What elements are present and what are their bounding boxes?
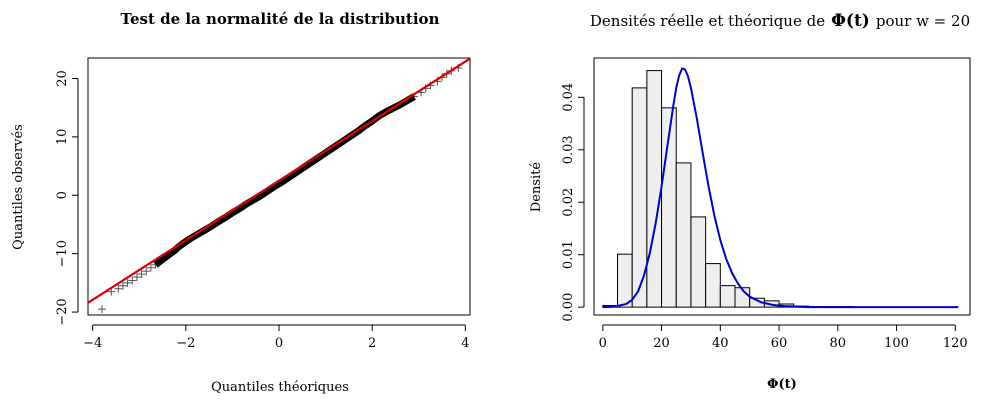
density-x-axis: 0 20 40 60 80 100 120 [599, 324, 968, 351]
qq-point [137, 270, 146, 279]
qq-x-tick-label: −2 [176, 336, 195, 351]
density-x-tick-label: 80 [830, 336, 847, 351]
qq-y-tick-label: 0 [55, 191, 70, 199]
qq-plot-title: Test de la normalité de la distribution [121, 10, 440, 28]
density-title-main: Densités réelle et théorique de [590, 12, 825, 30]
density-y-tick-label: 0.00 [561, 293, 576, 322]
density-y-tick-label: 0.02 [561, 188, 576, 217]
density-panel: Densités réelle et théorique de Φ(t) pour … [529, 11, 971, 392]
density-x-tick-label: 120 [943, 336, 968, 351]
histogram-bar [705, 263, 721, 308]
density-y-tick-label: 0.03 [561, 135, 576, 164]
qq-point [97, 305, 106, 314]
density-title: Densités réelle et théorique de Φ(t) pour … [590, 11, 970, 31]
qq-reference-line [88, 58, 470, 305]
histogram-bar [646, 70, 663, 308]
qq-point [128, 276, 137, 285]
histogram-bar [675, 162, 692, 308]
density-x-tick-label: 0 [599, 336, 607, 351]
histogram-bar [690, 216, 707, 308]
density-y-tick-label: 0.01 [561, 240, 576, 269]
qq-point [142, 267, 151, 276]
qq-x-tick-label: 2 [368, 336, 376, 351]
qq-y-tick-label: 10 [55, 129, 70, 146]
histogram-bars [602, 70, 853, 308]
histogram-bar [617, 253, 633, 308]
qq-point [146, 263, 155, 272]
density-y-axis-label: Densité [529, 162, 544, 213]
density-x-tick-label: 60 [771, 336, 788, 351]
qq-plot-frame [87, 57, 471, 316]
theoretical-density-curve [602, 67, 959, 309]
qq-points [97, 63, 463, 314]
density-x-tick-label: 20 [653, 336, 670, 351]
qq-x-tick-label: −4 [83, 336, 102, 351]
qq-point [114, 284, 123, 293]
qq-point [118, 281, 127, 290]
qq-x-tick-label: 4 [461, 336, 469, 351]
qq-x-axis: −4 −2 0 2 4 [83, 324, 469, 351]
density-x-tick-label: 40 [712, 336, 729, 351]
density-title-suffix: pour w = 20 [876, 12, 970, 30]
qq-y-axis: −20 −10 0 10 20 [55, 70, 79, 326]
density-title-math: Φ(t) [831, 11, 870, 31]
density-y-axis: 0.00 0.01 0.02 0.03 0.04 [561, 83, 585, 322]
qq-x-tick-label: 0 [275, 336, 283, 351]
qq-y-tick-label: −20 [55, 298, 70, 325]
qq-point [123, 278, 132, 287]
qq-point [132, 273, 141, 282]
qq-plot-panel: Test de la normalité de la distribution … [11, 10, 471, 395]
density-frame [593, 57, 971, 316]
density-y-tick-label: 0.04 [561, 83, 576, 112]
qq-y-tick-label: 20 [55, 70, 70, 87]
qq-y-axis-label: Quantiles observés [11, 124, 26, 250]
density-x-axis-label: Φ(t) [767, 377, 797, 392]
qq-dense-band [153, 93, 416, 268]
histogram-bar [719, 285, 736, 308]
qq-y-tick-label: −10 [55, 240, 70, 267]
density-x-tick-label: 100 [884, 336, 909, 351]
qq-x-axis-label: Quantiles théoriques [211, 380, 349, 395]
